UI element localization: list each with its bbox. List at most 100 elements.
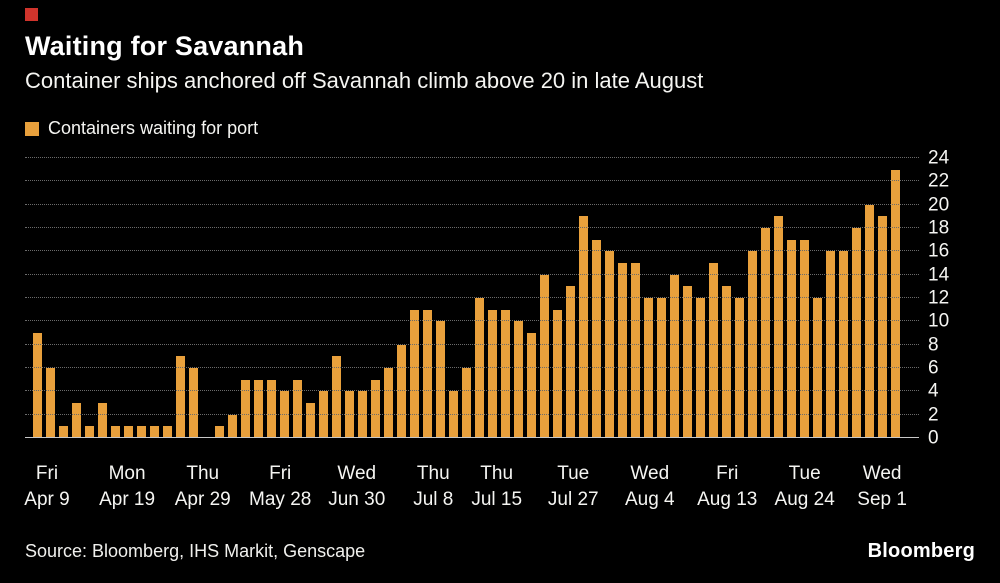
bar <box>449 391 458 438</box>
bar <box>852 228 861 438</box>
bar <box>696 298 705 438</box>
bar <box>553 309 562 438</box>
bar <box>501 309 510 438</box>
x-axis-labels: Fri Apr 9 Mon Apr 19 Thu Apr 29 Fri May 28 Wed Ju… <box>24 461 907 519</box>
bar <box>150 426 159 438</box>
bar <box>423 309 432 438</box>
bar <box>72 403 81 438</box>
x-tick-date: May 28 <box>249 489 312 510</box>
x-tick-label: Thu Apr 29 <box>175 461 231 513</box>
bar <box>267 379 276 438</box>
bar <box>540 274 549 438</box>
y-tick-label: 2 <box>928 404 939 426</box>
bar <box>566 286 575 438</box>
bar <box>826 251 835 438</box>
bar <box>761 228 770 438</box>
bar <box>683 286 692 438</box>
bar <box>644 298 653 438</box>
gridline <box>25 297 919 298</box>
brand-marker <box>25 8 38 21</box>
bar <box>657 298 666 438</box>
bar <box>475 298 484 438</box>
bar <box>176 356 185 438</box>
bar <box>163 426 172 438</box>
x-tick-weekday: Wed <box>337 463 377 484</box>
y-tick-label: 10 <box>928 310 950 332</box>
bar <box>735 298 744 438</box>
legend: Containers waiting for port <box>25 118 258 139</box>
x-tick-label: Thu Jul 15 <box>471 461 522 513</box>
bar <box>722 286 731 438</box>
bar <box>280 391 289 438</box>
x-tick-weekday: Thu <box>416 463 450 484</box>
bar <box>618 263 627 438</box>
gridline <box>25 343 919 345</box>
x-tick-date: Apr 29 <box>174 489 231 510</box>
bar <box>527 333 536 438</box>
x-tick-label: Tue Aug 24 <box>775 461 835 513</box>
bar <box>592 239 601 438</box>
bar <box>371 379 380 438</box>
x-tick-weekday: Tue <box>557 463 590 484</box>
bar <box>98 403 107 438</box>
x-tick-date: Aug 4 <box>624 489 675 510</box>
chart-title: Waiting for Savannah <box>25 31 305 61</box>
x-tick-date: Jul 15 <box>471 489 523 510</box>
y-tick-label: 22 <box>928 170 950 192</box>
gridline <box>25 273 919 275</box>
bar <box>878 216 887 438</box>
bar <box>254 379 263 438</box>
x-tick-date: Sep 1 <box>857 489 907 510</box>
bar <box>85 426 94 438</box>
bar <box>709 263 718 438</box>
plot-area <box>25 157 919 438</box>
bar <box>800 239 809 438</box>
bars <box>33 158 900 438</box>
x-tick-label: Tue Jul 27 <box>548 461 599 513</box>
bar <box>436 321 445 438</box>
bar <box>46 368 55 438</box>
legend-label: Containers waiting for port <box>48 118 259 138</box>
bar <box>189 368 198 438</box>
gridline <box>25 320 919 322</box>
bar <box>605 251 614 438</box>
y-tick-label: 24 <box>928 147 950 169</box>
bar <box>631 263 640 438</box>
bar <box>332 356 341 438</box>
x-tick-label: Wed Jun 30 <box>328 461 385 513</box>
bar <box>384 368 393 438</box>
y-tick-label: 12 <box>928 287 950 309</box>
x-tick-weekday: Wed <box>862 463 902 484</box>
bar <box>306 403 315 438</box>
source-note: Source: Bloomberg, IHS Markit, Genscape <box>25 541 366 561</box>
y-tick-label: 4 <box>928 380 939 402</box>
x-tick-weekday: Tue <box>788 463 821 484</box>
gridline <box>25 203 919 205</box>
chart-subtitle: Container ships anchored off Savannah cl… <box>25 68 704 93</box>
x-tick-label: Thu Jul 8 <box>413 461 453 513</box>
bar <box>813 298 822 438</box>
x-tick-weekday: Fri <box>35 463 59 484</box>
x-tick-label: Mon Apr 19 <box>99 461 155 513</box>
x-tick-weekday: Thu <box>480 463 514 484</box>
y-tick-label: 18 <box>928 217 950 239</box>
gridline <box>25 157 919 158</box>
bar <box>410 309 419 438</box>
bar <box>774 216 783 438</box>
gridline <box>25 180 919 182</box>
x-tick-date: Jul 27 <box>547 489 599 510</box>
x-tick-date: Jun 30 <box>328 489 386 510</box>
x-tick-date: Jul 8 <box>413 489 454 510</box>
y-axis-labels: 0 2 4 6 8 10 12 14 16 18 20 22 24 <box>928 149 988 448</box>
gridline <box>25 250 919 252</box>
y-tick-label: 0 <box>928 427 939 449</box>
x-tick-date: Apr 19 <box>99 489 156 510</box>
gridline <box>25 413 919 415</box>
bar <box>319 391 328 438</box>
bar <box>124 426 133 438</box>
bar <box>488 309 497 438</box>
y-tick-label: 16 <box>928 240 950 262</box>
x-tick-label: Fri Apr 9 <box>24 461 69 513</box>
legend-swatch-icon <box>25 121 39 136</box>
